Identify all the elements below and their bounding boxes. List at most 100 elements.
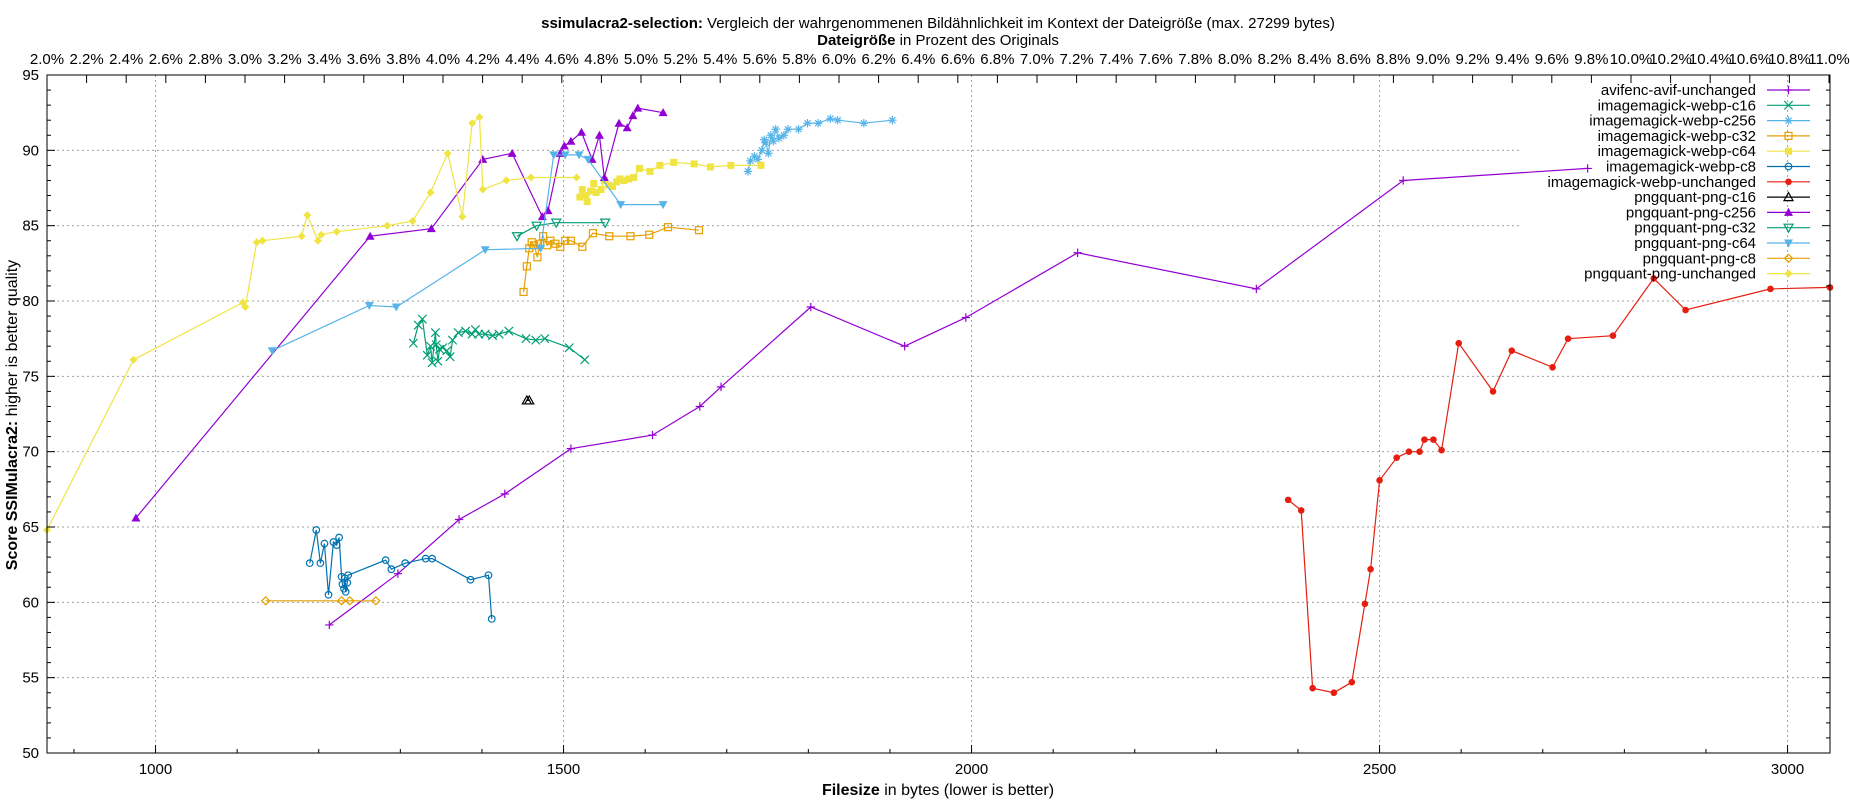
x2-tick-label: 2.0% bbox=[30, 51, 64, 68]
data-point-imagemagick-webp-c16 bbox=[417, 314, 427, 324]
x2-tick-label: 4.2% bbox=[465, 51, 499, 68]
x2-tick-label: 4.0% bbox=[426, 51, 460, 68]
y-tick-label: 60 bbox=[22, 594, 39, 611]
data-point-imagemagick-webp-c8 bbox=[316, 559, 325, 568]
data-point-imagemagick-webp-unchanged bbox=[1438, 446, 1445, 454]
data-point-imagemagick-webp-unchanged bbox=[1421, 436, 1428, 443]
x2-tick-label: 9.4% bbox=[1495, 51, 1529, 68]
x2-tick-label: 9.2% bbox=[1455, 51, 1489, 68]
data-point-imagemagick-webp-c32 bbox=[556, 242, 565, 251]
data-point-imagemagick-webp-c16 bbox=[413, 320, 423, 330]
data-point-imagemagick-webp-c16 bbox=[467, 329, 477, 339]
data-point-imagemagick-webp-c16 bbox=[470, 325, 481, 335]
legend-label-pngquant-png-c64: pngquant-png-c64 bbox=[1634, 235, 1756, 252]
data-point-pngquant-png-c64 bbox=[560, 151, 570, 160]
data-point-pngquant-png-c64 bbox=[658, 201, 668, 210]
data-point-imagemagick-webp-c256 bbox=[833, 116, 842, 125]
data-point-imagemagick-webp-c16 bbox=[430, 328, 441, 338]
x2-tick-label: 8.6% bbox=[1337, 51, 1371, 68]
series-line-avifenc-avif-unchanged bbox=[328, 167, 1588, 626]
data-point-pngquant-png-c256 bbox=[576, 127, 586, 136]
data-point-pngquant-png-c256 bbox=[426, 224, 436, 233]
legend-marker-pngquant-png-unchanged bbox=[1784, 269, 1793, 278]
data-point-imagemagick-webp-unchanged bbox=[1361, 600, 1369, 608]
x2-tick-label: 8.4% bbox=[1297, 51, 1331, 68]
data-point-imagemagick-webp-c256 bbox=[746, 156, 755, 166]
data-point-avifenc-avif-unchanged bbox=[325, 620, 334, 630]
data-point-pngquant-png-unchanged bbox=[478, 185, 487, 194]
data-point-avifenc-avif-unchanged bbox=[1252, 284, 1261, 294]
data-point-imagemagick-webp-c8 bbox=[335, 533, 344, 542]
data-point-imagemagick-webp-c256 bbox=[743, 167, 753, 176]
data-point-pngquant-png-c32 bbox=[599, 218, 611, 229]
data-point-pngquant-png-c64 bbox=[616, 201, 626, 210]
series-layer bbox=[43, 103, 1834, 697]
x2-tick-label: 9.0% bbox=[1416, 51, 1450, 68]
data-point-avifenc-avif-unchanged bbox=[454, 515, 464, 524]
x2-tick-label: 7.6% bbox=[1139, 51, 1173, 68]
data-point-imagemagick-webp-unchanged bbox=[1309, 684, 1316, 692]
data-point-avifenc-avif-unchanged bbox=[900, 342, 909, 351]
data-point-pngquant-png-unchanged bbox=[129, 355, 138, 364]
data-point-imagemagick-webp-c64 bbox=[592, 189, 600, 197]
x-tick-label: 3000 bbox=[1771, 761, 1804, 778]
data-point-imagemagick-webp-c64 bbox=[620, 176, 628, 184]
series-imagemagick-webp-c32 bbox=[519, 223, 704, 297]
data-point-imagemagick-webp-c256 bbox=[803, 119, 812, 128]
data-point-pngquant-png-c64 bbox=[536, 244, 546, 253]
data-point-imagemagick-webp-c32 bbox=[663, 223, 673, 232]
data-point-imagemagick-webp-c16 bbox=[504, 326, 514, 336]
data-point-avifenc-avif-unchanged bbox=[695, 402, 705, 411]
data-point-imagemagick-webp-c32 bbox=[519, 287, 528, 297]
data-point-imagemagick-webp-unchanged bbox=[1682, 306, 1689, 314]
data-point-imagemagick-webp-c16 bbox=[431, 340, 441, 350]
data-point-imagemagick-webp-c8 bbox=[466, 575, 475, 584]
data-point-imagemagick-webp-unchanged bbox=[1330, 689, 1338, 697]
data-point-imagemagick-webp-c8 bbox=[381, 556, 390, 565]
x-tick-label: 1000 bbox=[139, 761, 172, 778]
series-line-imagemagick-webp-c32 bbox=[523, 226, 700, 293]
legend-marker-imagemagick-webp-c8 bbox=[1784, 162, 1793, 171]
data-point-pngquant-png-c64 bbox=[391, 303, 401, 312]
series-pngquant-png-c32 bbox=[511, 218, 611, 242]
y-tick-label: 80 bbox=[22, 293, 39, 310]
x2-tick-label: 9.6% bbox=[1535, 51, 1569, 68]
data-point-imagemagick-webp-c32 bbox=[561, 236, 570, 245]
grid-lines bbox=[47, 75, 1830, 753]
data-point-imagemagick-webp-c64 bbox=[670, 158, 678, 166]
data-point-pngquant-png-c32 bbox=[511, 232, 523, 242]
data-point-imagemagick-webp-c32 bbox=[566, 236, 575, 245]
data-point-avifenc-avif-unchanged bbox=[1399, 176, 1408, 185]
legend-marker-imagemagick-webp-unchanged bbox=[1785, 178, 1792, 186]
axis-ticks: 50 55 60 65 70 75 80 85 90 95 1000 1500 2000 2500 3000… bbox=[22, 51, 1849, 778]
data-point-imagemagick-webp-c16 bbox=[408, 338, 419, 348]
x2-tick-label: 5.4% bbox=[703, 51, 737, 68]
legend-label-imagemagick-webp-c32: imagemagick-webp-c32 bbox=[1598, 128, 1756, 145]
data-point-imagemagick-webp-c16 bbox=[540, 334, 550, 344]
data-point-pngquant-png-c16 bbox=[523, 394, 535, 405]
data-point-pngquant-png-c64 bbox=[583, 155, 593, 164]
data-point-imagemagick-webp-c16 bbox=[442, 346, 452, 356]
data-point-pngquant-png-unchanged bbox=[458, 212, 467, 221]
legend-marker-avifenc-avif-unchanged bbox=[1784, 85, 1793, 95]
x2-tick-label: 5.2% bbox=[663, 51, 697, 68]
y-axis-title-rest: higher is better quality bbox=[4, 260, 21, 421]
data-point-imagemagick-webp-c16 bbox=[480, 329, 490, 339]
data-point-imagemagick-webp-unchanged bbox=[1376, 476, 1383, 484]
chart-title-rest: Vergleich der wahrgenommenen Bildähnlich… bbox=[703, 15, 1335, 32]
x2-tick-label: 3.4% bbox=[307, 51, 341, 68]
legend-marker-pngquant-png-c256 bbox=[1784, 207, 1793, 216]
data-point-imagemagick-webp-c64 bbox=[630, 173, 638, 181]
x-axis-title-rest: in bytes (lower is better) bbox=[880, 782, 1054, 799]
x2-tick-label: 7.2% bbox=[1059, 51, 1093, 68]
data-point-pngquant-png-unchanged bbox=[241, 303, 250, 312]
data-point-avifenc-avif-unchanged bbox=[648, 430, 657, 440]
series-imagemagick-webp-c64 bbox=[576, 158, 765, 206]
data-point-pngquant-png-c256 bbox=[587, 154, 597, 163]
chart-title-bold: ssimulacra2-selection: bbox=[541, 15, 703, 32]
data-point-imagemagick-webp-c16 bbox=[531, 335, 541, 345]
x2-tick-label: 11.0% bbox=[1808, 51, 1849, 68]
data-point-pngquant-png-unchanged bbox=[443, 149, 452, 158]
data-point-imagemagick-webp-c32 bbox=[645, 230, 654, 239]
